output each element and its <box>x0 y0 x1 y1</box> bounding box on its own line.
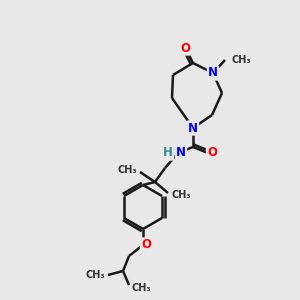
Text: H: H <box>163 146 173 160</box>
Text: N: N <box>208 67 218 80</box>
Text: O: O <box>180 41 190 55</box>
Text: CH₃: CH₃ <box>232 55 252 65</box>
Text: O: O <box>207 146 217 160</box>
Text: O: O <box>141 238 151 251</box>
Text: N: N <box>188 122 198 134</box>
Text: CH₃: CH₃ <box>117 165 137 175</box>
Text: CH₃: CH₃ <box>171 190 190 200</box>
Text: CH₃: CH₃ <box>85 270 105 280</box>
Text: CH₃: CH₃ <box>132 283 152 293</box>
Text: N: N <box>176 146 186 160</box>
